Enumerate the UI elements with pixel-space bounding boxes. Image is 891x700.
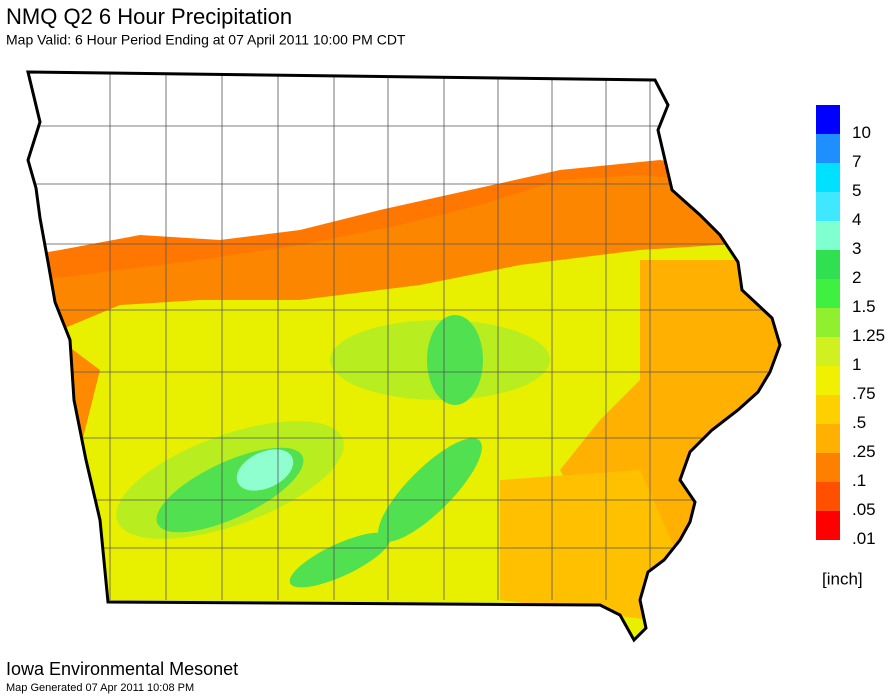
precip-field <box>28 72 780 640</box>
legend-swatch <box>816 337 840 366</box>
legend-swatch <box>816 424 840 453</box>
legend-label: 1 <box>852 355 861 374</box>
legend-label: .1 <box>852 471 866 490</box>
legend-label: 2 <box>852 268 861 287</box>
legend-label: 1.25 <box>852 326 885 345</box>
legend-label: .01 <box>852 529 876 548</box>
legend-swatch <box>816 308 840 337</box>
footer-generated: Map Generated 07 Apr 2011 10:08 PM <box>6 682 194 694</box>
legend-label: .05 <box>852 500 876 519</box>
legend-label: .25 <box>852 442 876 461</box>
subtitle: Map Valid: 6 Hour Period Ending at 07 Ap… <box>6 32 406 48</box>
legend-swatch <box>816 163 840 192</box>
legend-swatch <box>816 511 840 540</box>
legend-swatch <box>816 366 840 395</box>
legend: 10 7 5 4 3 2 1.5 1.25 1 .75 .5 .25 .1 .05 .01 <box>816 105 885 548</box>
legend-swatch <box>816 250 840 279</box>
legend-label: 4 <box>852 210 861 229</box>
legend-label: 7 <box>852 152 861 171</box>
legend-swatch <box>816 482 840 511</box>
legend-swatch <box>816 105 840 134</box>
legend-swatch <box>816 279 840 308</box>
county-lines <box>28 72 780 600</box>
legend-swatch <box>816 221 840 250</box>
legend-label: 5 <box>852 181 861 200</box>
legend-label: .75 <box>852 384 876 403</box>
legend-swatch <box>816 453 840 482</box>
legend-label: 1.5 <box>852 297 876 316</box>
legend-swatch <box>816 395 840 424</box>
legend-unit: [inch] <box>822 569 863 588</box>
footer-source: Iowa Environmental Mesonet <box>6 659 238 679</box>
legend-swatch <box>816 134 840 163</box>
legend-label: 10 <box>852 123 871 142</box>
legend-label: .5 <box>852 413 866 432</box>
title: NMQ Q2 6 Hour Precipitation <box>6 4 292 29</box>
legend-label: 3 <box>852 239 861 258</box>
legend-swatch <box>816 192 840 221</box>
